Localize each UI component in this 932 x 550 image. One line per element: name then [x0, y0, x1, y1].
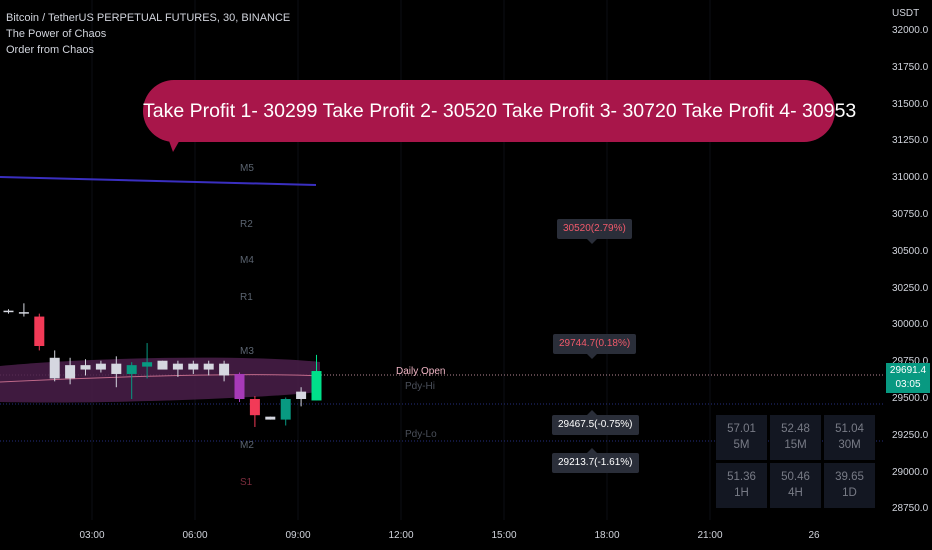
rsi-value: 51.04 — [835, 423, 864, 435]
rsi-value: 39.65 — [835, 471, 864, 483]
y-axis-tick: 31750.0 — [892, 61, 929, 73]
y-axis-tick: 31500.0 — [892, 98, 929, 110]
y-axis-tick: 29500.0 — [892, 393, 929, 404]
callout-tail — [168, 138, 181, 152]
candle-body — [188, 363, 199, 370]
candle-body — [49, 357, 60, 379]
candle-body — [142, 362, 153, 367]
rsi-cell-5m: 57.01 5M — [716, 415, 767, 460]
y-axis-tick: 31000.0 — [892, 172, 929, 184]
x-axis-tick: 03:00 — [79, 530, 105, 541]
rsi-timeframe: 1D — [842, 487, 857, 499]
candle-body — [3, 310, 14, 313]
pivot-s1: S1 — [240, 477, 253, 488]
prev-high-label: Pdy-Hi — [405, 381, 436, 392]
y-axis-tick: 29000.0 — [892, 466, 929, 478]
rsi-timeframe: 15M — [784, 439, 807, 451]
rsi-value: 51.36 — [727, 471, 756, 483]
pivot-m3: M3 — [240, 346, 254, 357]
candle-body — [311, 371, 322, 401]
target-price-tag[interactable]: 29213.7(-1.61%) — [552, 453, 639, 473]
last-price-badge: 29691.4 03:05 — [886, 363, 930, 393]
candle-body — [280, 399, 291, 420]
rsi-timeframe: 1H — [734, 487, 749, 499]
pivot-m5: M5 — [240, 163, 254, 174]
chart-grid — [91, 0, 711, 520]
rsi-value: 57.01 — [727, 423, 756, 435]
bar-countdown: 03:05 — [895, 379, 921, 390]
tag-arrow-down-icon — [587, 239, 597, 244]
candle-body — [18, 312, 29, 314]
tag-arrow-up-icon — [587, 448, 597, 453]
rsi-value: 52.48 — [781, 423, 810, 435]
rsi-timeframe: 4H — [788, 487, 803, 499]
y-axis-tick: 30500.0 — [892, 245, 929, 257]
rsi-cell-1d: 39.65 1D — [824, 463, 875, 508]
rsi-cell-15m: 52.48 15M — [770, 415, 821, 460]
tag-arrow-up-icon — [587, 410, 597, 415]
y-axis-tick: 30000.0 — [892, 319, 929, 331]
rsi-timeframe: 5M — [733, 439, 750, 451]
x-axis-tick: 18:00 — [594, 530, 620, 541]
candle-body — [34, 316, 45, 347]
daily-open-label: Daily Open — [396, 366, 446, 377]
rsi-timeframe: 30M — [838, 439, 861, 451]
prev-low-label: Pdy-Lo — [405, 429, 437, 440]
rsi-cell-30m: 51.04 30M — [824, 415, 875, 460]
target-price-tag[interactable]: 29744.7(0.18%) — [553, 334, 637, 354]
y-axis-tick: 28750.0 — [892, 503, 929, 515]
candle-body — [157, 360, 168, 370]
indicator-order-from-chaos[interactable]: Order from Chaos — [6, 44, 95, 56]
chart-legend: Bitcoin / TetherUS PERPETUAL FUTURES, 30… — [6, 10, 290, 58]
rsi-cell-4h: 50.46 4H — [770, 463, 821, 508]
y-axis-tick: 32000.0 — [892, 25, 929, 36]
candle-body — [234, 373, 245, 399]
candle-body — [265, 416, 276, 420]
candle-body — [249, 399, 260, 416]
y-axis-unit: USDT — [892, 8, 920, 19]
pivot-r1: R1 — [240, 292, 253, 303]
candle-body — [95, 363, 106, 370]
x-axis-tick: 21:00 — [697, 530, 723, 541]
rsi-value: 50.46 — [781, 471, 810, 483]
candle-body — [203, 363, 214, 370]
candle-body — [65, 365, 76, 379]
candles — [3, 303, 322, 427]
target-price-tag[interactable]: 30520(2.79%) — [557, 219, 632, 239]
y-axis-tick: 30250.0 — [892, 282, 929, 294]
y-axis-tick: 29250.0 — [892, 429, 929, 441]
y-axis-tick: 30750.0 — [892, 209, 929, 220]
indicator-power-of-chaos[interactable]: The Power of Chaos — [6, 28, 107, 40]
moving-average-line — [0, 176, 317, 186]
pivot-m2: M2 — [240, 440, 254, 451]
y-axis-tick: 31250.0 — [892, 135, 929, 147]
x-axis-tick: 12:00 — [388, 530, 414, 541]
candle-body — [111, 363, 122, 374]
x-axis-tick: 06:00 — [182, 530, 208, 541]
x-axis-tick: 09:00 — [285, 530, 311, 541]
candle-body — [219, 363, 230, 376]
y-axis-tick: 29750.0 — [892, 356, 929, 368]
symbol-title[interactable]: Bitcoin / TetherUS PERPETUAL FUTURES, 30… — [6, 12, 291, 24]
candle-body — [126, 365, 137, 374]
rsi-cell-1h: 51.36 1H — [716, 463, 767, 508]
candle-body — [172, 363, 183, 370]
last-price-value: 29691.4 — [889, 365, 927, 376]
x-axis-tick: 15:00 — [491, 530, 517, 541]
pivot-r2: R2 — [240, 219, 253, 230]
candle-body — [80, 365, 91, 370]
chaos-band-midline — [0, 374, 321, 383]
tag-arrow-down-icon — [587, 354, 597, 359]
x-axis-tick: 26 — [808, 530, 820, 541]
pivot-m4: M4 — [240, 255, 254, 266]
take-profit-callout: Take Profit 1- 30299 Take Profit 2- 3052… — [143, 80, 856, 142]
target-price-tag[interactable]: 29467.5(-0.75%) — [552, 415, 639, 435]
candle-body — [296, 391, 307, 399]
